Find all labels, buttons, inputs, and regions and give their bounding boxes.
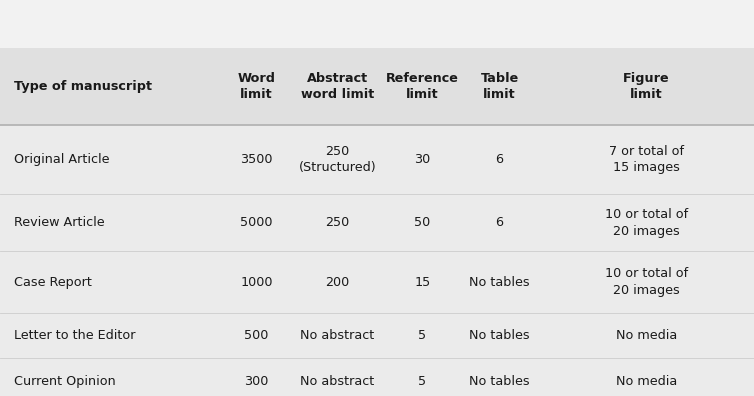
Text: 30: 30 bbox=[414, 153, 431, 166]
Text: Original Article: Original Article bbox=[14, 153, 109, 166]
FancyBboxPatch shape bbox=[0, 194, 754, 251]
Text: No tables: No tables bbox=[469, 329, 530, 342]
Text: 7 or total of
15 images: 7 or total of 15 images bbox=[609, 145, 684, 174]
Text: 10 or total of
20 images: 10 or total of 20 images bbox=[605, 208, 688, 238]
Text: 500: 500 bbox=[244, 329, 268, 342]
Text: No abstract: No abstract bbox=[300, 375, 375, 388]
Text: Review Article: Review Article bbox=[14, 216, 104, 229]
FancyBboxPatch shape bbox=[0, 0, 754, 48]
Text: 1000: 1000 bbox=[240, 276, 273, 289]
Text: Case Report: Case Report bbox=[14, 276, 91, 289]
Text: 200: 200 bbox=[325, 276, 350, 289]
Text: 300: 300 bbox=[244, 375, 268, 388]
FancyBboxPatch shape bbox=[0, 125, 754, 194]
Text: No media: No media bbox=[616, 329, 677, 342]
FancyBboxPatch shape bbox=[0, 358, 754, 396]
Text: 50: 50 bbox=[414, 216, 431, 229]
Text: Abstract
word limit: Abstract word limit bbox=[301, 72, 374, 101]
Text: Figure
limit: Figure limit bbox=[624, 72, 670, 101]
Text: 6: 6 bbox=[495, 216, 504, 229]
FancyBboxPatch shape bbox=[0, 48, 754, 125]
Text: 6: 6 bbox=[495, 153, 504, 166]
Text: No media: No media bbox=[616, 375, 677, 388]
Text: No tables: No tables bbox=[469, 375, 530, 388]
Text: No abstract: No abstract bbox=[300, 329, 375, 342]
Text: 10 or total of
20 images: 10 or total of 20 images bbox=[605, 267, 688, 297]
Text: Table
limit: Table limit bbox=[480, 72, 519, 101]
Text: Word
limit: Word limit bbox=[238, 72, 275, 101]
Text: Letter to the Editor: Letter to the Editor bbox=[14, 329, 135, 342]
Text: Type of manuscript: Type of manuscript bbox=[14, 80, 152, 93]
FancyBboxPatch shape bbox=[0, 313, 754, 358]
FancyBboxPatch shape bbox=[0, 251, 754, 313]
Text: 5000: 5000 bbox=[240, 216, 273, 229]
Text: Current Opinion: Current Opinion bbox=[14, 375, 115, 388]
Text: Reference
limit: Reference limit bbox=[386, 72, 458, 101]
Text: 250
(Structured): 250 (Structured) bbox=[299, 145, 376, 174]
Text: No tables: No tables bbox=[469, 276, 530, 289]
Text: 5: 5 bbox=[418, 375, 426, 388]
Text: 3500: 3500 bbox=[240, 153, 273, 166]
Text: 5: 5 bbox=[418, 329, 426, 342]
Text: 15: 15 bbox=[414, 276, 431, 289]
Text: 250: 250 bbox=[325, 216, 350, 229]
